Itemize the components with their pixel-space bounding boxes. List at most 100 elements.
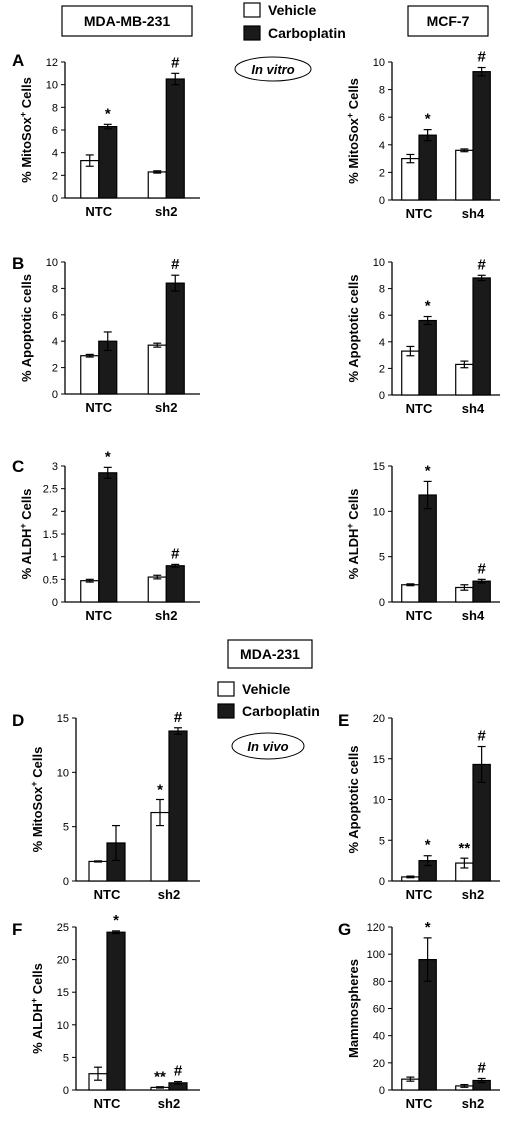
y-tick-label: 12 (46, 57, 58, 69)
chart-d: 0 5 10 15 NTC sh2 * # % MitoSox+ Cells D (12, 709, 200, 902)
y-tick-label: 0 (52, 597, 58, 609)
y-tick-label: 5 (63, 1052, 69, 1064)
x-category-label: sh2 (155, 608, 177, 623)
y-tick-label: 0 (63, 876, 69, 888)
significance-mark: # (477, 560, 486, 577)
x-category-label: NTC (85, 400, 112, 415)
bar-carboplatin-sh4 (472, 71, 491, 201)
y-axis-label: % Apoptotic cells (346, 746, 361, 854)
bar-vehicle-ntc (88, 860, 108, 882)
significance-mark: * (425, 919, 431, 936)
panel-letter: B (12, 254, 24, 273)
y-axis-label: % Apoptotic cells (346, 275, 361, 383)
legend-top-vehicle-swatch (243, 2, 261, 18)
panel-letter: D (12, 711, 24, 730)
panel-letter: E (338, 711, 349, 730)
y-tick-label: 0 (379, 876, 385, 888)
y-tick-label: 5 (63, 822, 69, 834)
significance-mark: # (477, 1059, 486, 1076)
bar-carboplatin-sh2 (165, 78, 185, 199)
y-tick-label: 20 (373, 1058, 385, 1070)
y-tick-label: 20 (373, 713, 385, 725)
y-tick-label: 0 (379, 195, 385, 207)
significance-mark: * (425, 111, 431, 128)
y-tick-label: 10 (373, 506, 385, 518)
x-category-label: sh2 (462, 887, 484, 902)
chart-c-left: 0 0.5 1 1.5 2 2.5 3 NTC sh2 * # % ALDH+ Cells C (12, 448, 200, 623)
significance-mark: # (171, 545, 180, 562)
significance-mark: * (105, 448, 111, 465)
header-bottom: MDA-231 Vehicle Carboplatin In vivo (217, 639, 320, 760)
significance-mark: # (477, 256, 486, 273)
x-category-label: NTC (85, 204, 112, 219)
panel-letter: G (338, 920, 351, 939)
y-tick-label: 100 (367, 949, 385, 961)
header-top: MDA-MB-231 MCF-7 Vehicle Carboplatin In … (61, 2, 489, 82)
bar-vehicle-ntc (80, 580, 100, 603)
cell-line-right-label: MCF-7 (427, 13, 470, 29)
bar-carboplatin-sh4 (472, 580, 491, 603)
y-tick-label: 6 (379, 112, 385, 124)
condition-bottom-label: In vivo (247, 739, 288, 754)
chart-a-left: 0 2 4 6 8 10 12 NTC sh2 * # % MitoSox+ Cells A (12, 51, 200, 219)
y-axis-label: Mammospheres (346, 959, 361, 1058)
y-tick-label: 10 (57, 767, 69, 779)
y-tick-label: 4 (379, 140, 385, 152)
x-category-label: sh4 (462, 206, 485, 221)
x-category-label: NTC (406, 1096, 433, 1111)
bar-carboplatin-ntc (106, 931, 126, 1091)
bar-vehicle-ntc (401, 158, 420, 201)
y-tick-label: 15 (373, 754, 385, 766)
legend-top-vehicle-label: Vehicle (268, 2, 316, 18)
bar-carboplatin-ntc (418, 319, 437, 396)
x-category-label: sh4 (462, 401, 485, 416)
significance-mark: ** (154, 1069, 166, 1086)
y-tick-label: 2 (52, 170, 58, 182)
y-tick-label: 0 (379, 597, 385, 609)
y-tick-label: 4 (379, 337, 385, 349)
significance-mark: # (477, 728, 486, 745)
condition-top-label: In vitro (251, 62, 294, 77)
legend-bottom-vehicle-swatch (217, 681, 235, 697)
chart-b-right: 0 2 4 6 8 10 NTC sh4 * # % Apoptotic cells (346, 256, 500, 416)
bar-carboplatin-ntc (98, 472, 118, 603)
y-tick-label: 6 (379, 310, 385, 322)
y-tick-label: 40 (373, 1031, 385, 1043)
y-tick-label: 20 (57, 955, 69, 967)
y-tick-label: 0 (52, 389, 58, 401)
y-tick-label: 80 (373, 976, 385, 988)
significance-mark: * (425, 837, 431, 854)
bar-carboplatin-sh4 (472, 277, 491, 396)
condition-bottom-ellipse (231, 732, 305, 760)
legend-top-carboplatin-swatch (243, 25, 261, 41)
y-tick-label: 10 (373, 257, 385, 269)
chart-g: 0 20 40 60 80 100 120 NTC sh2 * # Mammospheres G (338, 919, 500, 1111)
x-category-label: NTC (85, 608, 112, 623)
y-axis-label: % ALDH+ Cells (345, 489, 361, 580)
y-tick-label: 2 (379, 363, 385, 375)
bar-carboplatin-sh2 (165, 565, 185, 603)
significance-mark: * (113, 912, 119, 929)
bar-carboplatin-ntc (418, 494, 437, 603)
y-tick-label: 1 (52, 552, 58, 564)
significance-mark: # (174, 1063, 183, 1080)
y-tick-label: 6 (52, 310, 58, 322)
x-category-label: NTC (406, 401, 433, 416)
cell-line-left-label: MDA-MB-231 (84, 13, 171, 29)
significance-mark: * (105, 105, 111, 122)
bar-carboplatin-ntc (98, 125, 118, 199)
y-tick-label: 0.5 (43, 574, 58, 586)
condition-top-ellipse (234, 56, 312, 82)
bar-vehicle-sh2 (147, 171, 167, 199)
y-axis-label: % ALDH+ Cells (18, 489, 34, 580)
y-tick-label: 10 (46, 257, 58, 269)
significance-mark: ** (459, 840, 471, 857)
y-axis-label: % ALDH+ Cells (29, 963, 45, 1054)
y-tick-label: 0 (379, 1085, 385, 1097)
y-tick-label: 15 (57, 987, 69, 999)
y-tick-label: 4 (52, 148, 58, 160)
bar-vehicle-ntc (80, 355, 100, 395)
bar-vehicle-sh2 (147, 344, 167, 395)
